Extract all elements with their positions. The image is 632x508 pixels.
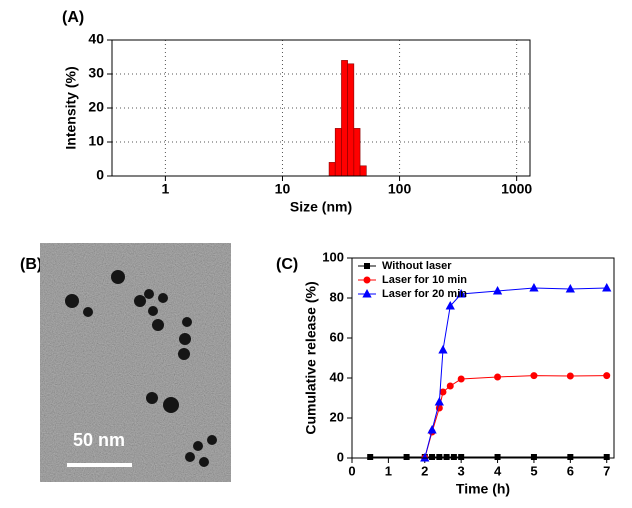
- plot-frame: [351, 257, 615, 459]
- point: [438, 344, 448, 354]
- y-tick-label: 60: [330, 329, 344, 344]
- bar: [334, 128, 342, 177]
- point: [446, 382, 454, 390]
- point: [566, 372, 574, 380]
- point: [450, 454, 457, 460]
- y-axis-label: Intensity (%): [63, 66, 79, 149]
- scale-bar-label: 50 nm: [73, 430, 125, 450]
- point: [494, 373, 502, 381]
- point: [434, 396, 444, 406]
- x-tick-label: 5: [530, 463, 537, 478]
- tem-panel: (B) 50 nm: [20, 243, 231, 482]
- x-tick-label: 1: [161, 181, 169, 197]
- y-tick-label: 100: [322, 249, 344, 264]
- x-tick-label: 10: [275, 181, 291, 197]
- y-axis-label: Cumulative release (%): [303, 281, 319, 434]
- legend-marker: [364, 263, 370, 269]
- legend-label: Laser for 10 min: [382, 274, 467, 286]
- point: [492, 285, 503, 295]
- x-tick-label: 2: [421, 463, 428, 478]
- x-axis-label: Time (h): [456, 481, 510, 497]
- point: [443, 454, 450, 460]
- bar: [347, 63, 355, 177]
- point: [457, 375, 465, 383]
- y-tick-label: 10: [88, 133, 104, 149]
- bar: [353, 128, 361, 177]
- point: [427, 424, 437, 434]
- legend-label: Without laser: [382, 260, 452, 272]
- y-tick-label: 80: [330, 289, 344, 304]
- point: [602, 282, 612, 292]
- panel-label: (B): [20, 256, 42, 273]
- x-tick-label: 3: [458, 463, 465, 478]
- plot-frame: [111, 39, 531, 177]
- point: [403, 454, 410, 460]
- y-tick-label: 40: [88, 31, 104, 47]
- bar: [328, 162, 336, 177]
- bar: [359, 165, 367, 177]
- point: [445, 300, 455, 310]
- x-tick-label: 1: [385, 463, 392, 478]
- bar: [341, 60, 348, 177]
- legend-marker: [362, 288, 372, 298]
- point: [367, 454, 374, 460]
- point: [565, 283, 575, 293]
- y-tick-label: 40: [330, 369, 344, 384]
- series-line: [424, 287, 607, 459]
- x-tick-label: 7: [603, 463, 610, 478]
- point: [439, 388, 447, 396]
- x-tick-label: 0: [348, 463, 355, 478]
- chart: (A) 0 10 20 30 40 1 10 100 1000 Size (nm) Intensity…: [62, 9, 532, 214]
- chart: (C) 0 20 40 60 80 100 0 1 2 3 4 5 6 7 Time (h) Cumulativ…: [276, 249, 615, 497]
- x-tick-label: 6: [567, 463, 574, 478]
- point: [567, 454, 574, 460]
- x-axis-label: Size (nm): [290, 199, 352, 215]
- legend-marker: [363, 276, 371, 284]
- y-tick-label: 20: [330, 409, 344, 424]
- point: [529, 282, 539, 292]
- nanoparticles: [65, 270, 217, 467]
- x-tick-label: 4: [494, 463, 502, 478]
- y-tick-label: 0: [96, 167, 104, 183]
- x-tick-label: 1000: [501, 181, 532, 197]
- point: [456, 288, 466, 298]
- point: [530, 454, 537, 460]
- point: [603, 454, 610, 460]
- y-tick-label: 0: [337, 449, 344, 464]
- point: [530, 372, 538, 380]
- legend-label: Laser for 20 min: [382, 288, 467, 300]
- point: [429, 454, 436, 460]
- point: [603, 372, 611, 380]
- panel-label: (A): [62, 9, 84, 26]
- x-tick-label: 100: [388, 181, 412, 197]
- y-tick-label: 20: [88, 99, 104, 115]
- point: [436, 454, 443, 460]
- y-tick-label: 30: [88, 65, 104, 81]
- point: [494, 454, 501, 460]
- series-line: [424, 375, 607, 459]
- panel-label: (C): [276, 256, 298, 273]
- point: [458, 454, 465, 460]
